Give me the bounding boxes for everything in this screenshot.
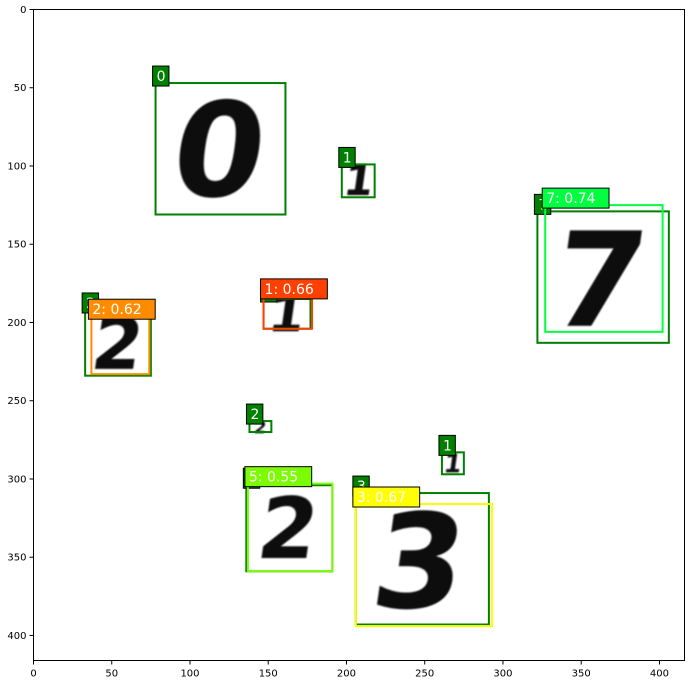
y-tick-label: 0 xyxy=(20,5,26,16)
prediction-box-1-label-bg xyxy=(260,278,328,300)
prediction-box-2-label-bg xyxy=(87,298,156,320)
y-tick-label: 300 xyxy=(7,474,26,485)
x-axis-ticks: 0 50 100 150 200 250 300 350 400 xyxy=(30,660,669,680)
ground-truth-box-5-label: 2 xyxy=(250,407,259,423)
ground-truth-box-6: 1 xyxy=(438,434,465,476)
ground-truth-box-0: 0 xyxy=(152,65,287,216)
ground-truth-box-0-label-bg xyxy=(152,65,170,87)
y-tick-label: 400 xyxy=(7,631,26,642)
y-tick-label: 100 xyxy=(7,161,26,172)
ground-truth-box-2-rect xyxy=(536,210,670,344)
x-tick-label: 250 xyxy=(415,669,434,680)
axes xyxy=(33,9,685,661)
digit-1-image: 1 xyxy=(442,450,464,480)
y-tick-label: 250 xyxy=(7,396,26,407)
x-tick-label: 200 xyxy=(337,669,356,680)
prediction-box-1-label: 1: 0.66 xyxy=(265,282,314,298)
digit-0-image: 0 xyxy=(163,76,276,228)
prediction-box-1: 1: 0.66 xyxy=(260,278,328,330)
ground-truth-box-0-rect xyxy=(154,82,287,216)
y-tick-label: 150 xyxy=(7,240,26,251)
prediction-box-0: 7: 0.74 xyxy=(541,187,664,333)
ground-truth-box-1-label-bg xyxy=(338,146,356,168)
x-tick-label: 50 xyxy=(105,669,118,680)
ground-truth-box-1-label: 1 xyxy=(343,150,352,166)
y-tick-label: 350 xyxy=(7,553,26,564)
ground-truth-box-1-rect xyxy=(340,163,376,199)
x-tick-label: 300 xyxy=(493,669,512,680)
prediction-box-3-label: 5: 0.55 xyxy=(249,470,298,486)
prediction-box-0-label: 7: 0.74 xyxy=(546,191,595,207)
x-tick-label: 350 xyxy=(572,669,591,680)
x-tick-label: 100 xyxy=(180,669,199,680)
ground-truth-box-6-label: 1 xyxy=(443,438,452,454)
prediction-box-4: 3: 0.67 xyxy=(352,486,494,628)
x-tick-label: 0 xyxy=(30,669,36,680)
digit-2-image: 2 xyxy=(252,480,325,579)
ground-truth-box-6-label-bg xyxy=(438,434,456,456)
ground-truth-box-0-label: 0 xyxy=(157,69,166,85)
plot-frame xyxy=(33,9,685,661)
prediction-box-3: 5: 0.55 xyxy=(244,466,334,573)
prediction-box-0-label-bg xyxy=(541,187,610,209)
bounding-boxes: 0171221237: 0.741: 0.662: 0.625: 0.553: … xyxy=(81,65,670,628)
x-tick-label: 400 xyxy=(650,669,669,680)
prediction-box-2-label: 2: 0.62 xyxy=(92,302,141,318)
prediction-box-4-rect xyxy=(354,503,494,628)
prediction-box-4-label: 3: 0.67 xyxy=(357,490,406,506)
ground-truth-box-5-label-bg xyxy=(245,403,264,425)
y-tick-label: 200 xyxy=(7,318,26,329)
x-tick-label: 150 xyxy=(259,669,278,680)
ground-truth-box-1: 1 xyxy=(338,146,376,199)
prediction-box-3-label-bg xyxy=(244,466,313,488)
y-tick-label: 50 xyxy=(14,83,27,94)
prediction-box-4-label-bg xyxy=(352,486,421,508)
prediction-box-2: 2: 0.62 xyxy=(87,298,156,376)
ground-truth-box-5: 2 xyxy=(245,403,273,434)
digit-3-image: 3 xyxy=(363,487,476,639)
y-axis-ticks: 0 50 100 150 200 250 300 350 400 xyxy=(7,5,34,642)
